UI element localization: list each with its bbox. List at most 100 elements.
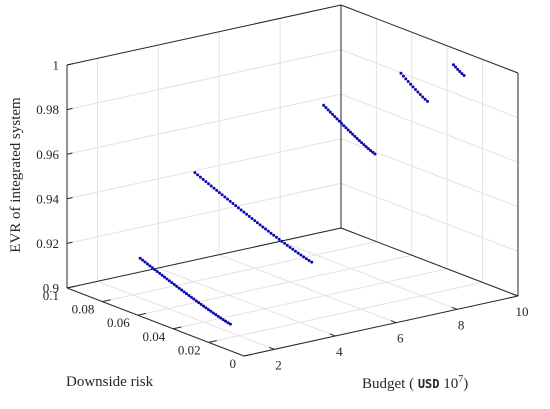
data-point-series-3 [371, 150, 375, 154]
data-point-series-1 [202, 304, 206, 308]
data-point-series-1 [187, 293, 191, 297]
data-point-series-2 [302, 255, 306, 259]
y-tick-label: 0.04 [142, 329, 165, 344]
z-tick-label: 0.92 [36, 236, 59, 251]
data-point-series-2 [207, 182, 211, 186]
y-tick-label: 0.02 [178, 342, 201, 357]
data-point-series-2 [253, 219, 257, 223]
x-axis-title-suffix: ) [463, 376, 468, 392]
z-tick-label: 0.96 [36, 147, 59, 162]
data-point-series-2 [291, 247, 295, 251]
x-tick-label: 10 [516, 304, 529, 319]
data-point-series-2 [307, 259, 311, 263]
data-point-series-1 [175, 284, 179, 288]
data-point-series-3 [322, 103, 326, 107]
data-point-series-2 [264, 227, 268, 231]
data-point-series-5 [451, 63, 455, 67]
axes-box-edge [340, 4, 519, 74]
data-point-series-2 [209, 184, 213, 188]
x-axis-title-unit: USD [418, 377, 440, 391]
data-point-series-1 [177, 286, 181, 290]
x-tick-mark [268, 346, 275, 350]
data-point-series-1 [209, 309, 213, 313]
data-point-series-2 [223, 195, 227, 199]
z-tick-mark [66, 241, 73, 244]
data-point-series-1 [160, 273, 164, 277]
data-point-series-1 [150, 266, 154, 270]
grid-line-z-back [66, 93, 342, 155]
data-point-series-2 [204, 180, 208, 184]
data-point-series-4 [411, 85, 415, 89]
data-point-series-1 [211, 311, 215, 315]
z-tick-mark [66, 107, 73, 111]
data-point-series-1 [180, 288, 184, 292]
x-tick-mark [329, 333, 336, 337]
data-point-series-1 [228, 322, 232, 326]
x-tick-label: 4 [336, 344, 343, 359]
y-tick-mark [102, 299, 111, 303]
data-point-series-3 [360, 141, 364, 145]
data-point-series-3 [355, 136, 359, 140]
data-point-series-3 [346, 128, 350, 132]
data-point-series-4 [404, 77, 408, 81]
data-point-series-1 [197, 301, 201, 305]
data-point-series-3 [357, 139, 361, 143]
data-point-series-2 [215, 188, 219, 192]
data-point-series-2 [250, 217, 254, 221]
data-point-series-3 [369, 148, 373, 152]
data-point-series-1 [216, 314, 220, 318]
data-point-series-3 [340, 121, 344, 125]
data-point-series-3 [337, 119, 341, 123]
data-point-series-1 [219, 316, 223, 320]
data-point-series-5 [454, 65, 458, 69]
data-point-series-1 [204, 306, 208, 310]
grid-line-x-floor [279, 240, 458, 310]
axes-box-edge [243, 295, 519, 357]
data-point-series-5 [462, 73, 466, 77]
grid-line-y-floor [208, 281, 483, 343]
data-point-series-4 [401, 74, 405, 78]
x-tick-label: 6 [397, 331, 404, 346]
grid-line-z-back [66, 182, 342, 244]
data-point-series-2 [261, 225, 265, 229]
grid-line-z-side [340, 93, 519, 163]
data-point-series-1 [226, 321, 230, 325]
y-tick-label: 0.08 [72, 302, 95, 317]
data-point-series-3 [351, 132, 355, 136]
data-point-series-2 [231, 202, 235, 206]
data-point-series-1 [182, 290, 186, 294]
data-point-series-2 [242, 210, 246, 214]
data-point-series-2 [272, 233, 276, 237]
data-point-series-3 [366, 147, 370, 151]
data-point-series-3 [362, 143, 366, 147]
data-point-series-2 [201, 177, 205, 181]
data-point-series-4 [421, 95, 425, 99]
y-axis-title: Downside risk [66, 374, 154, 390]
axes-box-edge [66, 287, 245, 357]
data-point-series-2 [266, 229, 270, 233]
grid-line-y-floor [102, 241, 377, 303]
data-point-series-4 [416, 90, 420, 94]
data-point-series-5 [460, 72, 464, 76]
data-point-series-2 [288, 245, 292, 249]
data-point-series-3 [353, 134, 357, 138]
axes-box-edge [340, 227, 519, 297]
z-axis-title: EVR of integrated system [8, 97, 24, 253]
x-tick-label: 2 [275, 357, 282, 372]
data-point-series-1 [224, 319, 228, 323]
data-point-series-1 [192, 297, 196, 301]
data-point-series-1 [194, 299, 198, 303]
z-tick-mark [66, 152, 73, 155]
data-point-series-5 [458, 70, 462, 74]
data-point-series-2 [196, 173, 200, 177]
grid-layer [66, 4, 519, 357]
grid-line-x-floor [97, 280, 275, 350]
axes-box-edge [66, 227, 342, 289]
axes-box-edge [66, 4, 342, 66]
data-point-series-2 [228, 199, 232, 203]
data-point-series-1 [158, 271, 162, 275]
y-tick-mark [208, 340, 217, 343]
data-point-series-4 [406, 80, 410, 84]
x-tick-label: 8 [458, 317, 465, 332]
data-point-series-3 [333, 115, 337, 119]
